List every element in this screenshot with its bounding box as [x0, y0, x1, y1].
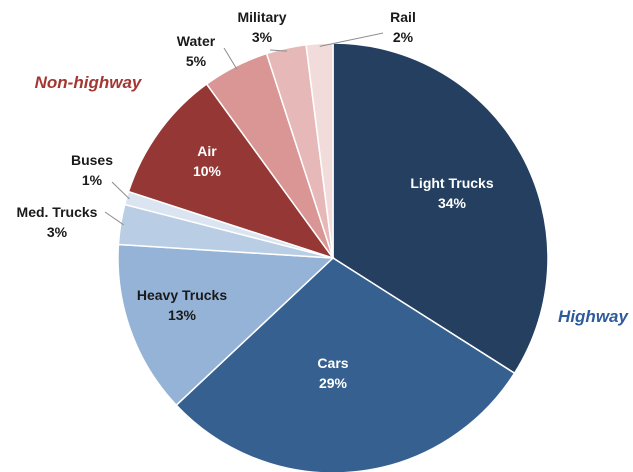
slice-label-med-trucks: Med. Trucks	[17, 204, 98, 220]
slice-label-cars: Cars	[317, 355, 348, 371]
pie-slice-light-trucks	[332, 42, 549, 375]
slice-value-med-trucks: 3%	[47, 224, 68, 240]
leader-lines	[104, 32, 384, 226]
slice-value-air: 10%	[193, 163, 222, 179]
leader-line-buses	[111, 181, 130, 200]
slice-label-rail: Rail	[390, 9, 416, 25]
slice-label-water: Water	[177, 33, 216, 49]
slice-label-buses: Buses	[71, 152, 113, 168]
pie-slices	[117, 42, 549, 472]
slice-label-heavy-trucks: Heavy Trucks	[137, 287, 227, 303]
slice-value-light-trucks: 34%	[438, 195, 467, 211]
slice-label-air: Air	[197, 143, 217, 159]
group-label-non-highway: Non-highway	[35, 73, 143, 92]
slice-labels: Light Trucks 34% Cars 29% Heavy Trucks 13% Med…	[17, 9, 494, 391]
pie-slice-rail	[305, 42, 334, 259]
slice-label-light-trucks: Light Trucks	[410, 175, 493, 191]
slice-value-buses: 1%	[82, 172, 103, 188]
slice-value-cars: 29%	[319, 375, 348, 391]
leader-line-military	[269, 49, 287, 52]
slice-value-rail: 2%	[393, 29, 414, 45]
pie-slice-heavy-trucks	[117, 243, 335, 407]
leader-line-med-trucks	[104, 211, 124, 226]
leader-line-water	[223, 47, 238, 70]
slice-label-military: Military	[237, 9, 286, 25]
group-label-highway: Highway	[558, 307, 629, 326]
slice-value-military: 3%	[252, 29, 273, 45]
leader-line-rail	[319, 32, 384, 47]
pie-slice-air	[127, 83, 335, 260]
slice-value-heavy-trucks: 13%	[168, 307, 197, 323]
group-labels: Highway Non-highway	[35, 73, 630, 326]
slice-value-water: 5%	[186, 53, 207, 69]
